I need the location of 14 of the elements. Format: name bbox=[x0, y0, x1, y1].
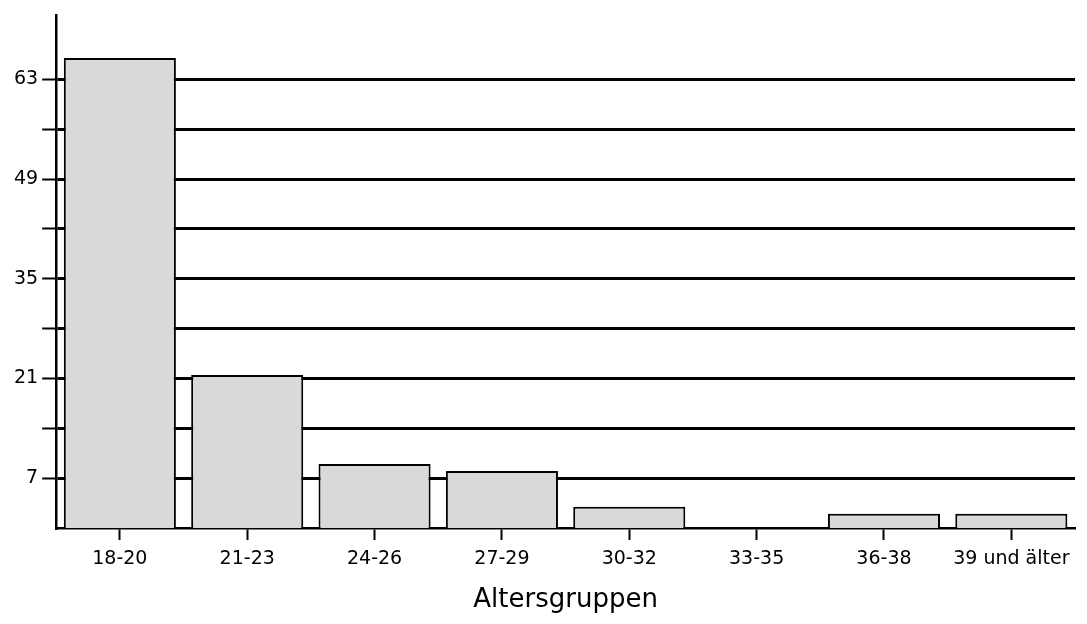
y-tick-label: 35 bbox=[13, 265, 39, 288]
x-tick-label: 36-38 bbox=[856, 546, 912, 569]
x-tick-label: 30-32 bbox=[601, 546, 657, 569]
x-tick-label: 33-35 bbox=[729, 546, 785, 569]
y-tick-label: 7 bbox=[26, 465, 39, 488]
x-tick-label: 27-29 bbox=[474, 546, 530, 569]
y-tick-label: 63 bbox=[13, 66, 39, 89]
x-tick-label: 18-20 bbox=[92, 546, 148, 569]
x-tick-label: 21-23 bbox=[219, 546, 275, 569]
y-tick-label: 21 bbox=[13, 365, 39, 388]
y-tick-label: 49 bbox=[13, 166, 39, 189]
x-tick-label: 24-26 bbox=[346, 546, 403, 569]
x-axis-title: Altersgruppen bbox=[473, 583, 658, 614]
x-tick-label: 39 und älter bbox=[953, 546, 1070, 569]
